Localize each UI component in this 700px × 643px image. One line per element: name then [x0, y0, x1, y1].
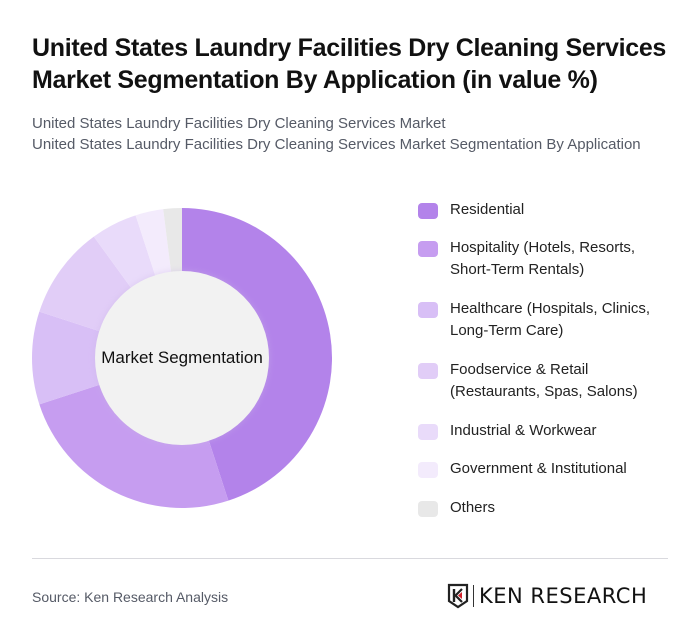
logo-separator [473, 585, 474, 607]
legend-swatch [418, 302, 438, 318]
ken-research-logo: KEN RESEARCH [447, 583, 647, 609]
legend-swatch [418, 501, 438, 517]
logo-text: KEN RESEARCH [479, 584, 648, 608]
legend-label: Others [450, 499, 496, 516]
legend-item-government-institutional: Government & Institutional [418, 458, 688, 497]
legend-label: Foodservice & Retail (Restaurants, Spas,… [450, 361, 638, 400]
legend-swatch [418, 363, 438, 379]
chart-subtitle: United States Laundry Facilities Dry Cle… [32, 113, 692, 155]
legend-label: Industrial & Workwear [450, 422, 597, 439]
legend-item-industrial-workwear: Industrial & Workwear [418, 420, 688, 458]
legend-label: Government & Institutional [450, 460, 627, 477]
subtitle-line-1: United States Laundry Facilities Dry Cle… [32, 115, 446, 132]
legend-label: Residential [450, 201, 525, 218]
source-note: Source: Ken Research Analysis [32, 589, 229, 605]
donut-svg [32, 208, 332, 508]
legend-swatch [418, 424, 438, 440]
legend-label: Hospitality (Hotels, Resorts, Short-Term… [450, 239, 636, 278]
subtitle-line-2: United States Laundry Facilities Dry Cle… [32, 136, 641, 153]
legend-swatch [418, 462, 438, 478]
footer-divider [32, 558, 668, 559]
legend-item-foodservice-retail: Foodservice & Retail (Restaurants, Spas,… [418, 359, 688, 420]
legend-swatch [418, 203, 438, 219]
legend-item-healthcare: Healthcare (Hospitals, Clinics, Long-Ter… [418, 298, 688, 359]
legend-item-hospitality: Hospitality (Hotels, Resorts, Short-Term… [418, 237, 688, 298]
legend-item-others: Others [418, 497, 688, 535]
donut-chart: Market Segmentation [32, 208, 332, 508]
legend-swatch [418, 241, 438, 257]
donut-hole [95, 271, 269, 445]
ken-research-shield-icon [447, 583, 469, 609]
legend-item-residential: Residential [418, 199, 688, 237]
chart-title: United States Laundry Facilities Dry Cle… [32, 34, 667, 94]
chart-legend: Residential Hospitality (Hotels, Resorts… [418, 199, 688, 535]
legend-label: Healthcare (Hospitals, Clinics, Long-Ter… [450, 300, 651, 339]
